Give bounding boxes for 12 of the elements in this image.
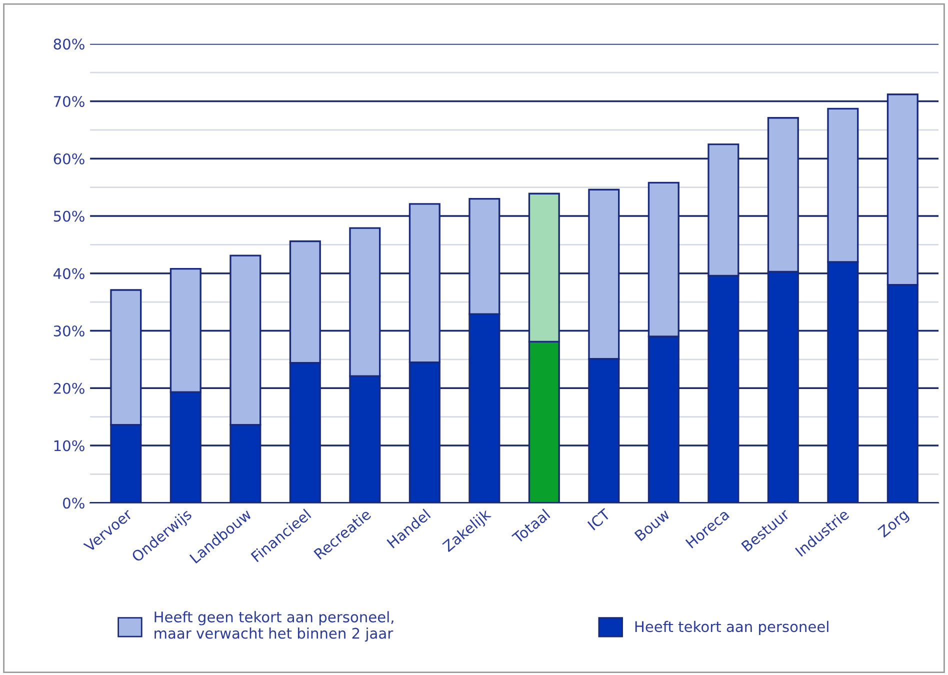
y-tick-label: 0% xyxy=(63,498,84,509)
y-tick-label: 70% xyxy=(54,96,84,107)
y-tick-label: 30% xyxy=(54,325,84,336)
y-tick-label: 40% xyxy=(54,268,84,280)
legend-label: Heeft tekort aan personeel xyxy=(635,620,828,635)
y-tick-label: 10% xyxy=(54,440,84,452)
y-tick-label: 50% xyxy=(54,210,84,222)
y-tick-label: 20% xyxy=(54,382,84,394)
legend-label: Heeft geen tekort aan personeel, maar verwacht het binnen 2 jaar xyxy=(154,611,394,642)
y-tick-label: 60% xyxy=(54,153,84,164)
y-tick-label: 80% xyxy=(54,38,84,50)
x-tick-label: ICT xyxy=(587,508,612,530)
